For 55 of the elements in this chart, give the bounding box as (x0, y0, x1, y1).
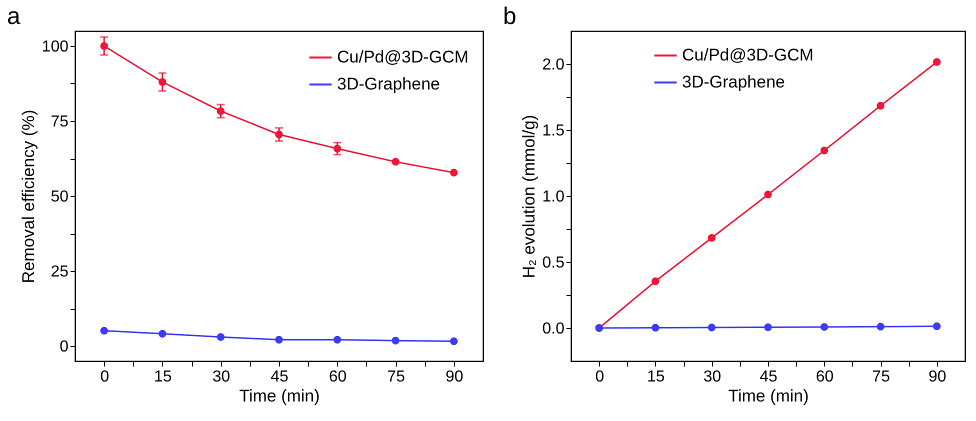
legend-label: Cu/Pd@3D-GCM (682, 46, 814, 64)
chart-title: a (7, 3, 21, 30)
x-tick-label: 75 (387, 368, 406, 386)
y-tick-label: 2.0 (542, 56, 565, 74)
chart-title: b (503, 3, 516, 30)
point (932, 58, 941, 66)
point (708, 234, 716, 242)
x-tick-label: 90 (445, 368, 464, 386)
x-tick-label: 75 (872, 368, 890, 386)
y-axis-title: H₂ evolution (mmol/g) (519, 114, 538, 278)
point (158, 330, 166, 338)
point (392, 158, 400, 166)
x-axis-title: Time (min) (728, 386, 809, 406)
point (450, 337, 458, 346)
point (820, 323, 828, 331)
x-tick-label: 90 (928, 368, 946, 386)
x-axis-title: Time (min) (239, 386, 320, 406)
x-tick-label: 0 (595, 368, 604, 386)
y-tick-label: 50 (50, 188, 69, 206)
y-tick-label: 75 (50, 114, 69, 130)
x-tick-label: 60 (328, 368, 347, 386)
y-tick-label: 100 (42, 38, 69, 56)
y-tick-label: 25 (50, 264, 69, 280)
x-tick-label: 30 (212, 368, 230, 386)
x-tick-label: 45 (760, 368, 778, 386)
point (764, 323, 772, 332)
point (333, 336, 342, 344)
x-tick-label: 15 (647, 368, 665, 386)
x-tick-label: 0 (100, 368, 110, 386)
point (876, 102, 884, 110)
point (932, 322, 941, 330)
x-tick-label: 60 (816, 368, 834, 386)
legend-label: 3D-Graphene (682, 72, 786, 92)
y-tick-label: 0.0 (542, 320, 565, 338)
x-tick-label: 45 (270, 368, 288, 386)
point (216, 333, 225, 341)
point (820, 146, 828, 154)
point (708, 324, 716, 332)
point (652, 277, 660, 286)
point (392, 336, 400, 344)
x-tick-label: 15 (154, 368, 172, 386)
y-tick-label: 0.5 (542, 254, 565, 272)
point (876, 322, 884, 331)
y-tick-label: 1.0 (542, 188, 565, 206)
y-axis-title: Removal efficiency (%) (18, 110, 38, 284)
y-tick-label: 0 (60, 338, 69, 356)
point (450, 168, 458, 176)
point (100, 326, 108, 335)
point (764, 190, 772, 198)
legend-label: Cu/Pd@3D-GCM (337, 48, 469, 66)
legend-label: 3D-Graphene (337, 74, 440, 94)
x-tick-label: 30 (703, 368, 722, 386)
y-tick-label: 1.5 (542, 122, 565, 140)
point (652, 324, 660, 332)
point (275, 336, 283, 344)
